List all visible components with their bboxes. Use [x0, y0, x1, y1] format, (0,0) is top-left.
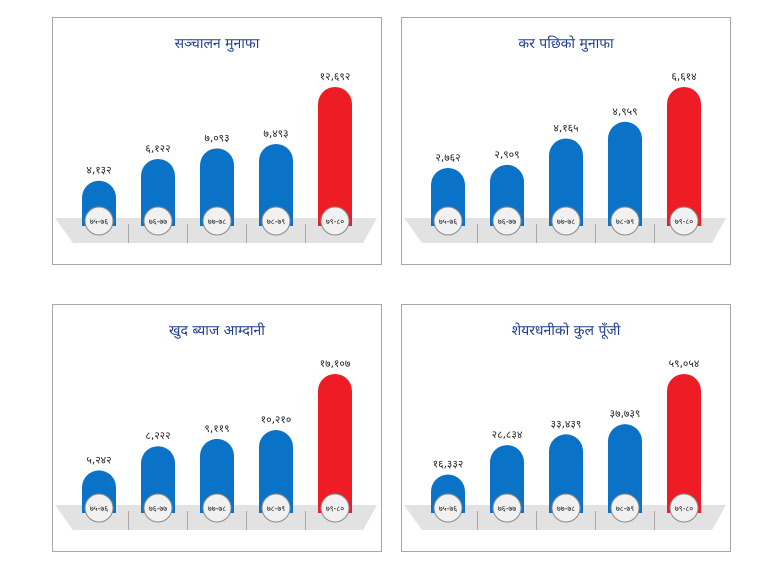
category-label: ७८-७९: [616, 217, 634, 226]
category-label: ७८-७९: [616, 504, 634, 513]
bar: [200, 438, 234, 513]
bar: [259, 143, 293, 226]
bar-value-label: २,९०९: [494, 149, 519, 161]
chart-title: सञ्चालन मुनाफा: [174, 36, 260, 52]
category-label: ७६-७७: [498, 217, 516, 226]
bar: [318, 87, 352, 226]
chart-panel-operating-profit: सञ्चालन मुनाफा ४,१३२ ७५-७६ ६,१२२ ७६-७७ ७,०९३…: [52, 17, 382, 265]
bar-value-label: ४,१३२: [86, 165, 111, 177]
category-label: ७९-८०: [326, 217, 344, 226]
category-badge: [551, 206, 581, 236]
bar-chart: १६,३३२ ७५-७६ २८,८३४ ७६-७७ ३३,४३९ ७७-७८ ३७,७३९ ७…: [404, 358, 726, 530]
category-label: ७८-७९: [267, 217, 285, 226]
category-badge: [433, 206, 463, 236]
category-label: ७७-७८: [557, 504, 575, 513]
bar: [259, 430, 293, 513]
category-badge: [492, 206, 522, 236]
category-label: ७७-७८: [208, 217, 226, 226]
bar-value-label: ७,०९३: [204, 132, 229, 144]
category-badge: [84, 493, 114, 523]
bar: [318, 374, 352, 513]
category-label: ७८-७९: [267, 504, 285, 513]
category-badge: [261, 206, 291, 236]
bar: [608, 424, 642, 513]
category-label: ७५-७६: [90, 217, 108, 226]
bar-value-label: १६,३३२: [433, 459, 464, 471]
chart-title: कर पछिको मुनाफा: [518, 36, 614, 52]
category-badge: [320, 493, 350, 523]
category-badge: [320, 206, 350, 236]
category-label: ७७-७८: [557, 217, 575, 226]
category-label: ७७-७८: [208, 504, 226, 513]
bar: [200, 148, 234, 226]
category-badge: [143, 493, 173, 523]
chart-title: खुद ब्याज आम्दानी: [169, 323, 265, 339]
bar: [667, 374, 701, 513]
category-label: ७६-७७: [149, 504, 167, 513]
bar-value-label: ५,२४२: [86, 454, 111, 466]
bar: [490, 445, 524, 513]
bar-chart: ५,२४२ ७५-७६ ८,२२२ ७६-७७ ९,११९ ७७-७८ १०,२१० ७८-७…: [55, 358, 377, 530]
category-badge: [551, 493, 581, 523]
bar-value-label: ३३,४३९: [551, 418, 582, 430]
bar: [608, 121, 642, 226]
category-badge: [669, 493, 699, 523]
category-badge: [610, 493, 640, 523]
category-label: ७९-८०: [326, 504, 344, 513]
bar: [667, 87, 701, 226]
bar-value-label: २,७६२: [435, 152, 460, 164]
bar-value-label: ४,१६५: [553, 122, 578, 134]
category-badge: [669, 206, 699, 236]
bar-value-label: ४,९५९: [612, 106, 637, 118]
bar: [549, 138, 583, 226]
category-badge: [84, 206, 114, 236]
bar-chart: २,७६२ ७५-७६ २,९०९ ७६-७७ ४,१६५ ७७-७८ ४,९५९ ७८-७९…: [404, 71, 726, 243]
bar-value-label: ६,६१४: [671, 71, 696, 83]
bar-value-label: १०,२१०: [261, 414, 292, 426]
chart-panel-net-interest-income: खुद ब्याज आम्दानी ५,२४२ ७५-७६ ८,२२२ ७६-७७ ९,…: [52, 304, 382, 552]
bar: [549, 434, 583, 513]
chart-panel-net-profit: कर पछिको मुनाफा २,७६२ ७५-७६ २,९०९ ७६-७७ ४,१६…: [401, 17, 731, 265]
bar-value-label: १२,६९२: [320, 71, 351, 83]
bar-value-label: २८,८३४: [492, 429, 523, 441]
category-label: ७९-८०: [675, 217, 693, 226]
category-label: ७५-७६: [439, 217, 457, 226]
bar-value-label: ६,१२२: [145, 143, 170, 155]
category-label: ७५-७६: [439, 504, 457, 513]
bar-value-label: ३७,७३९: [610, 408, 641, 420]
category-label: ७६-७७: [149, 217, 167, 226]
category-badge: [202, 493, 232, 523]
category-label: ७९-८०: [675, 504, 693, 513]
category-badge: [143, 206, 173, 236]
category-badge: [433, 493, 463, 523]
category-badge: [202, 206, 232, 236]
bar-value-label: ९,११९: [204, 423, 229, 435]
bar: [141, 158, 175, 226]
bar-value-label: ५९,०५४: [669, 358, 700, 370]
category-badge: [610, 206, 640, 236]
category-label: ७५-७६: [90, 504, 108, 513]
category-badge: [261, 493, 291, 523]
bar-value-label: ८,२२२: [145, 430, 170, 442]
category-label: ७६-७७: [498, 504, 516, 513]
bar-value-label: १७,१०७: [320, 358, 351, 370]
bar-value-label: ७,४९३: [263, 128, 288, 140]
chart-title: शेयरधनीको कुल पूँजी: [511, 323, 621, 339]
category-badge: [492, 493, 522, 523]
bar-chart: ४,१३२ ७५-७६ ६,१२२ ७६-७७ ७,०९३ ७७-७८ ७,४९३ ७८-७९…: [55, 71, 377, 243]
chart-panel-shareholder-equity: शेयरधनीको कुल पूँजी १६,३३२ ७५-७६ २८,८३४ ७६-…: [401, 304, 731, 552]
